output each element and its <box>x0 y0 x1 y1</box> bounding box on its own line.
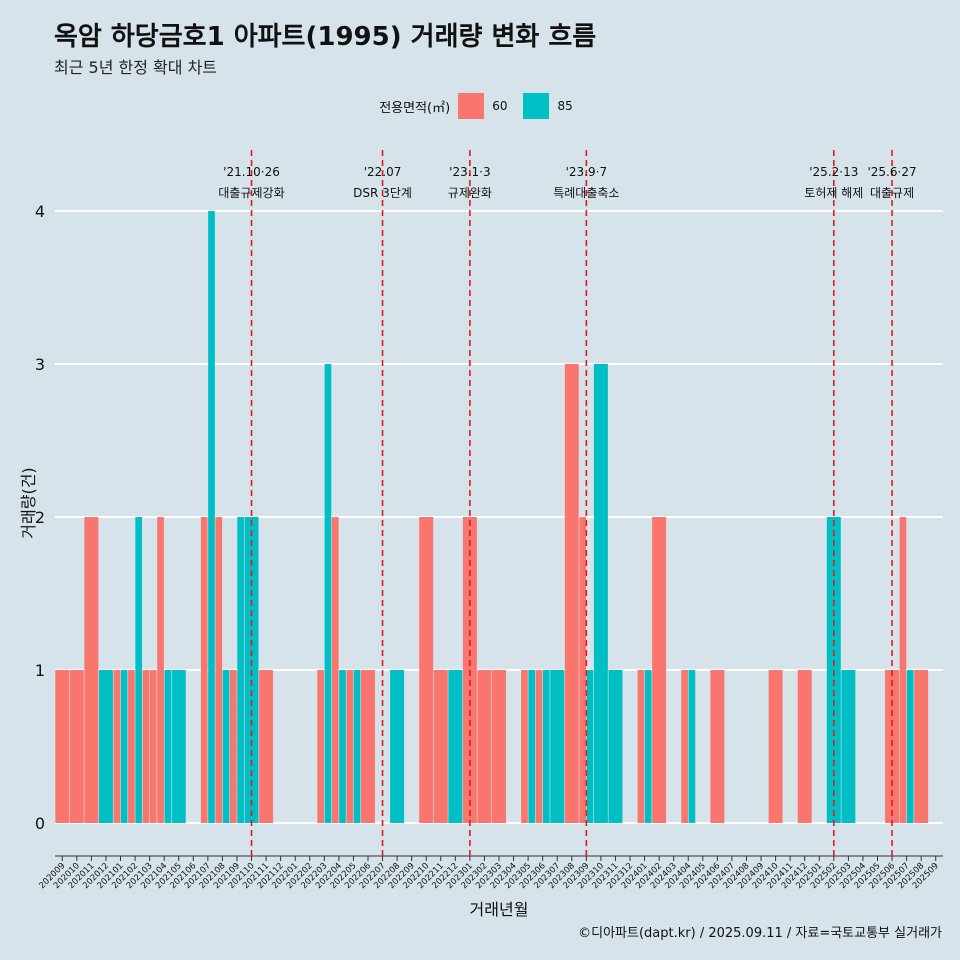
bar <box>914 670 929 823</box>
bar <box>688 670 696 823</box>
y-tick-label: 2 <box>35 508 45 527</box>
bar <box>535 670 543 823</box>
bar <box>142 670 150 823</box>
bar <box>550 670 565 823</box>
y-tick-label: 0 <box>35 814 45 833</box>
bar <box>564 364 579 823</box>
bar <box>906 670 914 823</box>
bar <box>528 670 536 823</box>
bar <box>339 670 346 823</box>
bar <box>120 670 128 823</box>
bar <box>149 670 157 823</box>
event-label: 특례대출축소 <box>553 186 619 200</box>
bar <box>586 670 594 823</box>
event-label: 대출규제 <box>870 186 914 200</box>
bar <box>477 670 492 823</box>
bar <box>593 364 608 823</box>
legend-swatch-60 <box>458 93 485 119</box>
bar <box>215 517 223 823</box>
bar <box>353 670 361 823</box>
bar <box>157 517 164 823</box>
bar <box>841 670 856 823</box>
bar <box>681 670 688 823</box>
bar <box>644 670 652 823</box>
bar <box>331 517 339 823</box>
legend-label-60: 60 <box>492 99 508 113</box>
bar <box>84 517 99 823</box>
y-tick-label: 1 <box>35 661 45 680</box>
y-tick-label: 3 <box>35 355 45 374</box>
event-date: '22.07 <box>364 165 402 179</box>
bar <box>492 670 506 823</box>
bar <box>419 517 434 823</box>
bar <box>317 670 325 823</box>
bar <box>164 670 172 823</box>
bar <box>448 670 463 823</box>
bar <box>237 517 244 823</box>
chart-title: 옥암 하당금호1 아파트(1995) 거래량 변화 흐름 <box>54 22 597 52</box>
y-tick-label: 4 <box>35 202 45 221</box>
bar <box>128 670 135 823</box>
event-label: 규제완화 <box>448 186 492 200</box>
bar <box>579 517 587 823</box>
event-date: '25.2·13 <box>809 165 858 179</box>
chart-subtitle: 최근 5년 한정 확대 차트 <box>54 58 218 77</box>
bar <box>652 517 667 823</box>
bar <box>259 670 274 823</box>
bar <box>135 517 143 823</box>
bar <box>324 364 332 823</box>
bar <box>171 670 186 823</box>
bar <box>346 670 354 823</box>
legend-label-85: 85 <box>557 99 573 113</box>
bar <box>768 670 783 823</box>
bar <box>229 670 237 823</box>
bar <box>98 670 113 823</box>
bar <box>200 517 208 823</box>
y-axis-title: 거래량(건) <box>19 467 38 538</box>
bar <box>69 670 84 823</box>
bar <box>222 670 230 823</box>
event-date: '23.1·3 <box>449 165 490 179</box>
bar <box>55 670 70 823</box>
event-label: 대출규제강화 <box>218 186 284 200</box>
event-label: DSR 3단계 <box>353 186 412 200</box>
bar <box>885 670 900 823</box>
bar <box>361 670 375 823</box>
event-date: '25.6·27 <box>867 165 916 179</box>
bar <box>608 670 623 823</box>
bar <box>542 670 550 823</box>
bar <box>797 670 812 823</box>
bar <box>433 670 448 823</box>
x-axis-title: 거래년월 <box>470 900 529 919</box>
event-date: '23.9·7 <box>566 165 607 179</box>
bar <box>710 670 725 823</box>
source-caption: ©디아파트(dapt.kr) / 2025.09.11 / 자료=국토교통부 실… <box>578 926 942 941</box>
bar <box>390 670 405 823</box>
legend-title: 전용면적(㎡) <box>379 100 451 116</box>
bar <box>637 670 645 823</box>
bar <box>521 670 528 823</box>
legend-swatch-85 <box>523 93 550 119</box>
bar <box>899 517 907 823</box>
bar <box>208 211 215 823</box>
bar <box>113 670 121 823</box>
event-label: 토허제 해제 <box>804 186 863 200</box>
event-date: '21.10·26 <box>223 165 280 179</box>
legend: 전용면적(㎡) 60 85 <box>0 93 960 119</box>
